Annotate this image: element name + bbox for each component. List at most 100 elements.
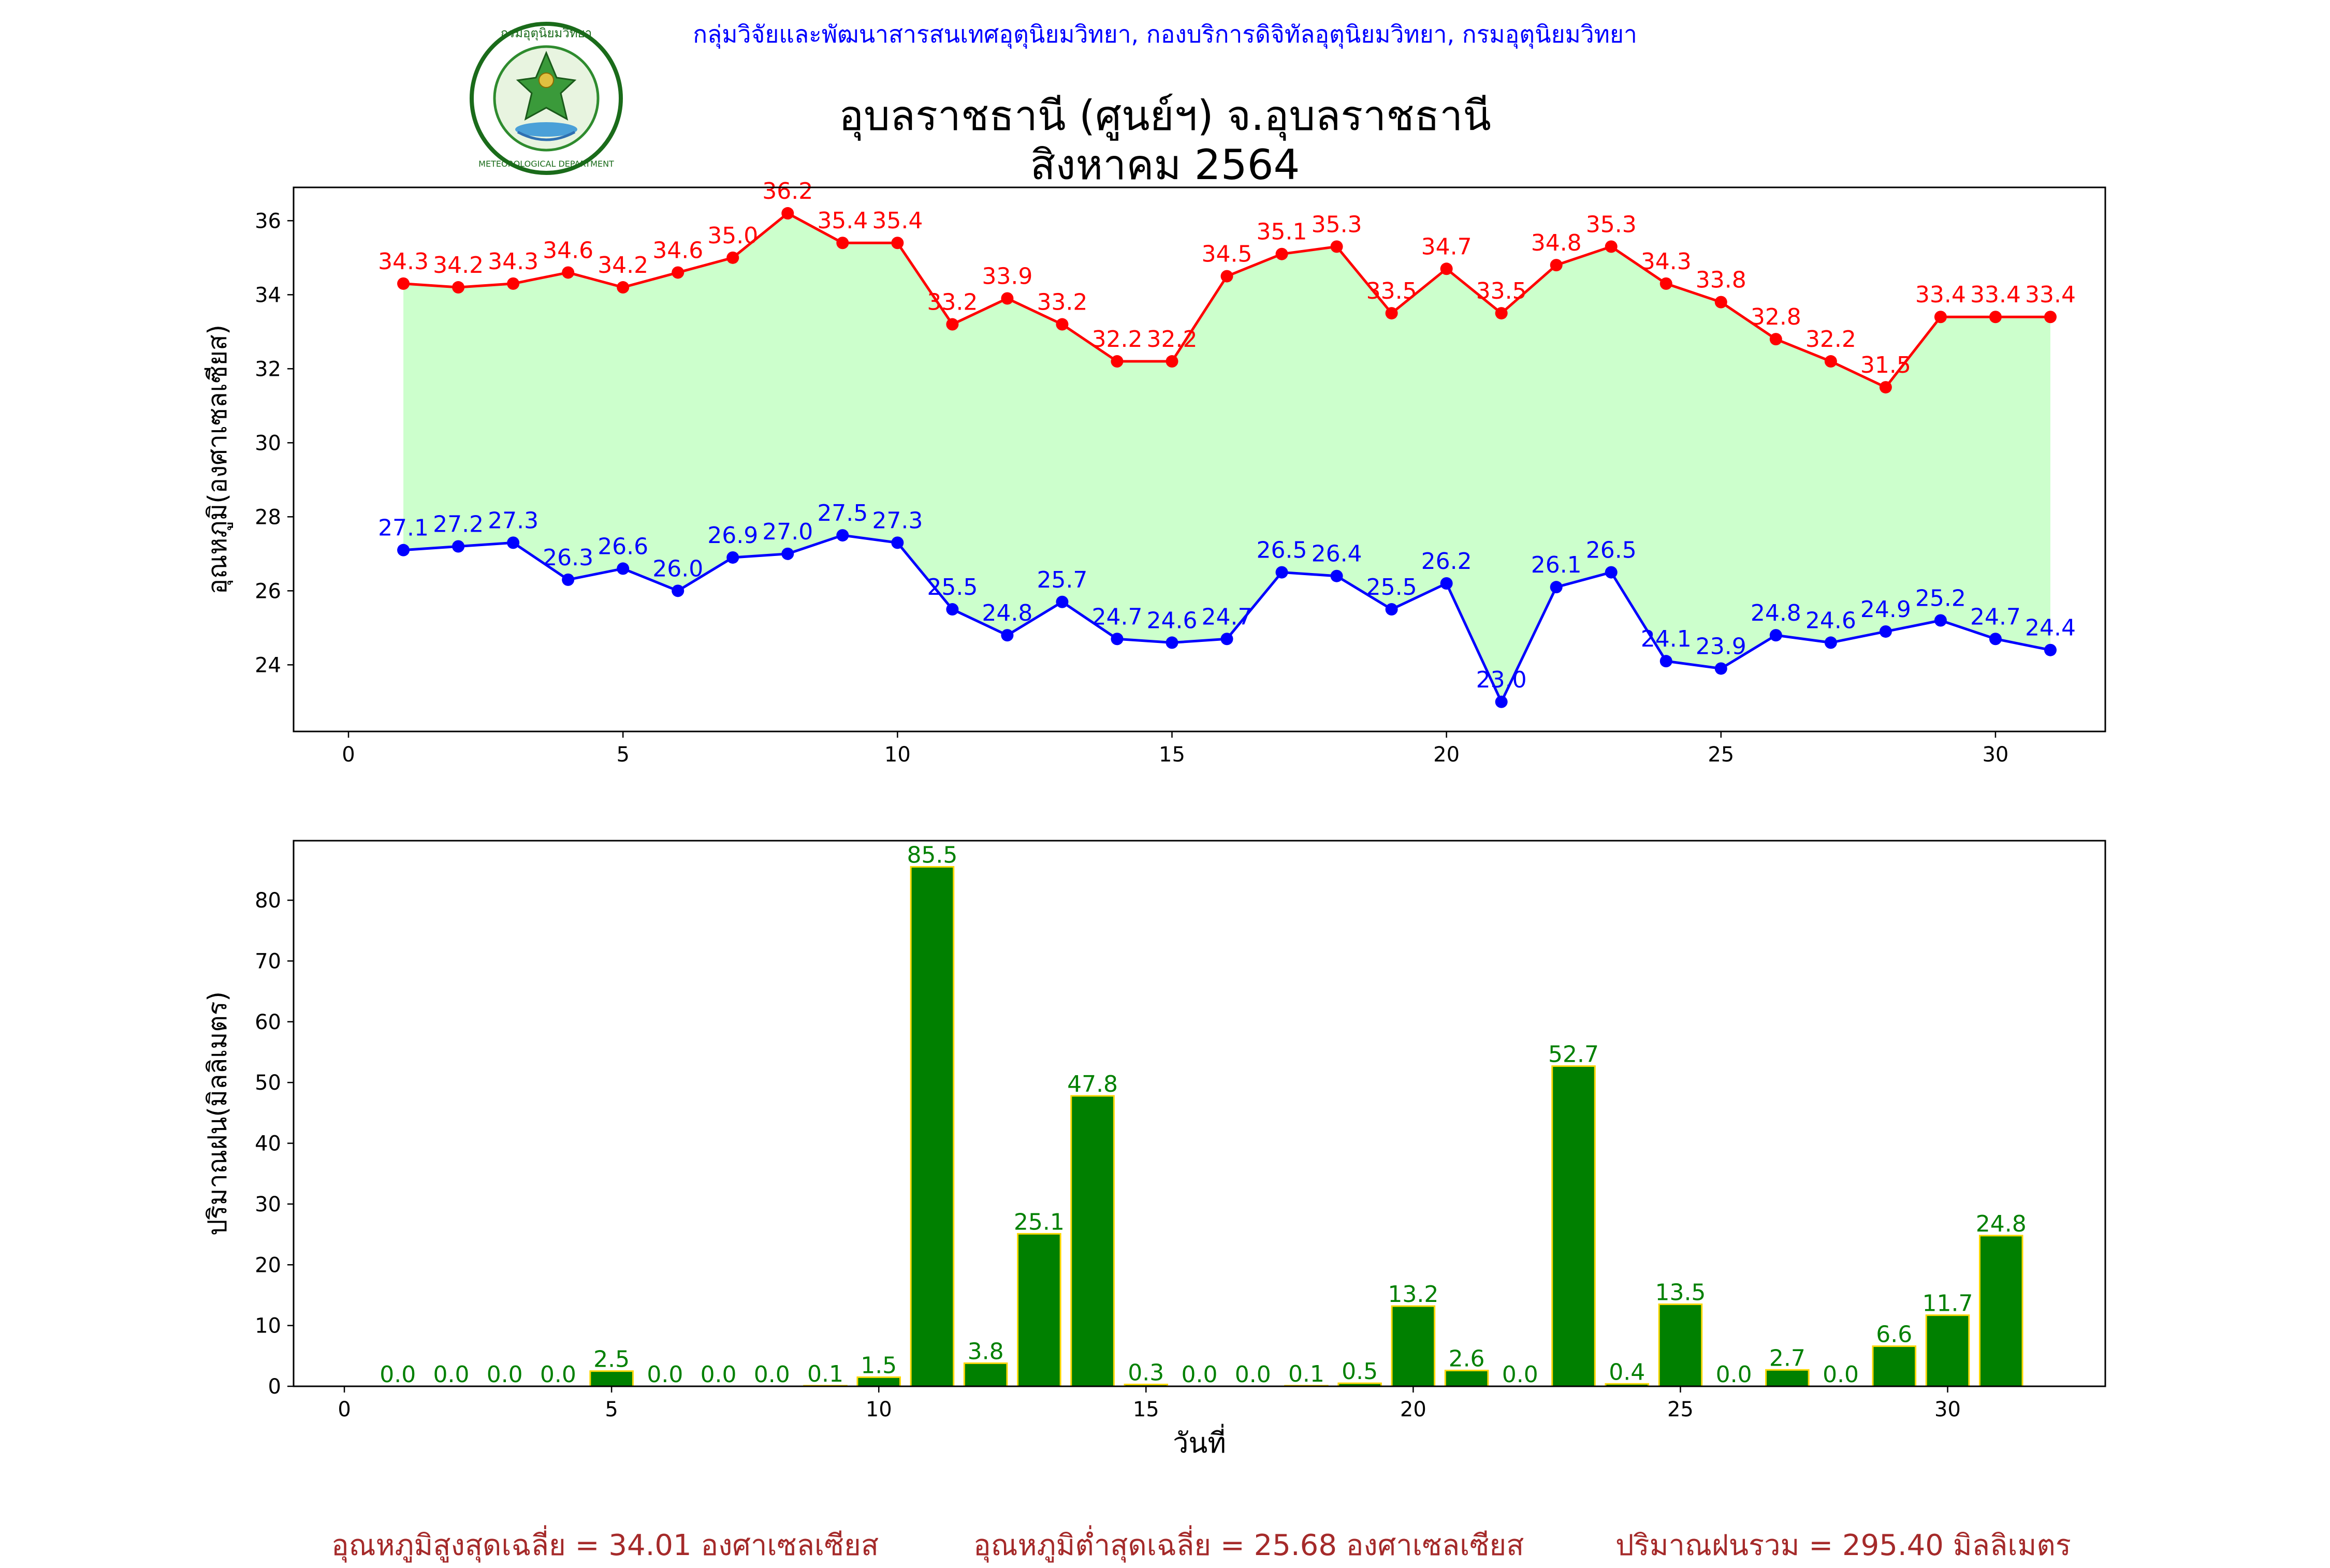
- min-temp-value-label: 26.0: [652, 555, 703, 582]
- max-temp-value-label: 33.5: [1366, 278, 1417, 304]
- rain-y-tick-label: 10: [255, 1314, 281, 1338]
- rain-value-label: 0.0: [540, 1361, 576, 1388]
- min-temp-value-label: 24.1: [1641, 626, 1692, 652]
- rain-bar: [963, 1362, 1008, 1387]
- min-temp-point: [1440, 577, 1453, 590]
- department-header: กลุ่มวิจัยและพัฒนาสารสนเทศอุตุนิยมวิทยา,…: [693, 20, 1637, 48]
- rain-x-axis-label: วันที่: [1173, 1424, 1226, 1459]
- rain-y-tick-label: 20: [255, 1253, 281, 1277]
- rain-value-label: 0.0: [701, 1361, 737, 1388]
- temp-y-tick-label: 32: [255, 357, 281, 381]
- min-temp-point: [1659, 655, 1672, 668]
- rain-value-label: 0.3: [1128, 1359, 1164, 1386]
- temp-plot-frame: [293, 186, 2106, 732]
- min-temp-value-label: 24.7: [1202, 604, 1253, 630]
- min-temp-value-label: 25.5: [1366, 574, 1417, 600]
- rain-value-label: 47.8: [1067, 1071, 1118, 1097]
- min-temp-point: [1769, 629, 1782, 642]
- rain-bar: [589, 1370, 634, 1387]
- max-temp-value-label: 33.4: [2025, 282, 2076, 308]
- max-temp-value-label: 32.2: [1091, 326, 1142, 353]
- min-temp-point: [507, 536, 520, 549]
- rain-value-label: 3.8: [968, 1338, 1004, 1365]
- max-temp-value-label: 34.8: [1531, 230, 1582, 256]
- max-temp-point: [1056, 318, 1069, 331]
- max-temp-point: [1989, 311, 2002, 324]
- max-temp-value-label: 34.2: [598, 252, 648, 279]
- rain-x-tick-label: 30: [1934, 1398, 1961, 1422]
- rain-value-label: 0.0: [433, 1361, 469, 1388]
- min-temp-value-label: 27.1: [378, 515, 429, 541]
- rain-value-label: 1.5: [861, 1352, 897, 1379]
- min-temp-point: [672, 584, 685, 597]
- min-temp-value-label: 26.5: [1257, 537, 1307, 564]
- temp-x-tick-label: 5: [616, 743, 629, 767]
- rain-y-tick-label: 40: [255, 1132, 281, 1156]
- max-temp-point: [1111, 355, 1124, 368]
- meteorological-department-logo: กรมอุตุนิยมวิทยา METEOROLOGICAL DEPARTME…: [470, 22, 623, 175]
- rain-value-label: 0.5: [1342, 1358, 1378, 1385]
- max-temp-point: [1440, 262, 1453, 275]
- max-temp-value-label: 32.8: [1751, 304, 1801, 330]
- max-temp-point: [1330, 240, 1343, 253]
- min-temp-point: [1605, 566, 1618, 579]
- max-temp-point: [1879, 381, 1892, 394]
- logo-top-text: กรมอุตุนิยมวิทยา: [501, 26, 592, 41]
- max-temp-point: [726, 251, 739, 264]
- rain-value-label: 0.0: [1235, 1361, 1271, 1388]
- avg-min-temp-summary: อุณหภูมิต่ำสุดเฉลี่ย = 25.68 องศาเซลเซีย…: [973, 1529, 1524, 1562]
- min-temp-point: [2044, 643, 2057, 656]
- rain-plot-frame: [293, 840, 2106, 1387]
- min-temp-value-label: 24.9: [1860, 596, 1911, 623]
- rain-x-tick-label: 20: [1400, 1398, 1426, 1422]
- min-temp-point: [836, 529, 849, 542]
- max-temp-value-label: 32.2: [1805, 326, 1856, 353]
- max-temp-value-label: 34.7: [1421, 233, 1472, 260]
- max-temp-point: [617, 281, 630, 294]
- rain-value-label: 0.1: [807, 1361, 843, 1387]
- rain-bar: [1925, 1314, 1970, 1387]
- total-rainfall-summary: ปริมาณฝนรวม = 295.40 มิลลิเมตร: [1615, 1529, 2071, 1562]
- rain-bar: [1070, 1095, 1115, 1387]
- min-temp-point: [397, 544, 410, 556]
- chart-subtitle: สิงหาคม 2564: [1030, 141, 1300, 189]
- max-temp-value-label: 33.2: [1037, 289, 1087, 316]
- rain-x-tick-label: 15: [1133, 1398, 1159, 1422]
- max-temp-value-label: 34.6: [652, 237, 703, 263]
- rain-x-tick-label: 0: [338, 1398, 351, 1422]
- rain-value-label: 2.6: [1449, 1345, 1485, 1372]
- min-temp-point: [617, 562, 630, 575]
- min-temp-point: [1385, 603, 1398, 616]
- rain-value-label: 13.5: [1655, 1280, 1706, 1306]
- max-temp-value-label: 33.9: [982, 263, 1032, 289]
- min-temp-point: [781, 547, 794, 560]
- min-temp-point: [1714, 662, 1727, 675]
- max-temp-point: [507, 277, 520, 290]
- max-temp-point: [672, 266, 685, 279]
- min-temp-value-label: 25.7: [1037, 567, 1087, 593]
- max-temp-point: [836, 237, 849, 250]
- rain-y-tick-label: 30: [255, 1193, 281, 1217]
- rain-value-label: 85.5: [907, 842, 957, 868]
- rain-bar: [1551, 1065, 1596, 1387]
- min-temp-value-label: 27.5: [817, 500, 868, 526]
- rain-bar: [1872, 1345, 1917, 1387]
- min-temp-value-label: 27.2: [433, 511, 484, 538]
- min-temp-value-label: 24.6: [1805, 607, 1856, 634]
- min-temp-value-label: 26.1: [1531, 552, 1582, 578]
- max-temp-point: [781, 207, 794, 220]
- min-temp-value-label: 24.6: [1147, 607, 1198, 634]
- min-temp-value-label: 24.7: [1970, 604, 2021, 630]
- max-temp-point: [1385, 307, 1398, 320]
- min-temp-value-label: 27.3: [872, 507, 923, 534]
- max-temp-value-label: 34.3: [378, 248, 429, 275]
- temp-x-tick-label: 15: [1159, 743, 1185, 767]
- max-temp-point: [1659, 277, 1672, 290]
- max-temp-point: [2044, 311, 2057, 324]
- max-temp-point: [1001, 292, 1014, 305]
- rain-y-tick-label: 0: [268, 1375, 281, 1399]
- max-temp-value-label: 35.3: [1312, 211, 1362, 238]
- min-temp-point: [1275, 566, 1288, 579]
- rain-bar: [910, 866, 955, 1387]
- temp-x-tick-label: 0: [342, 743, 355, 767]
